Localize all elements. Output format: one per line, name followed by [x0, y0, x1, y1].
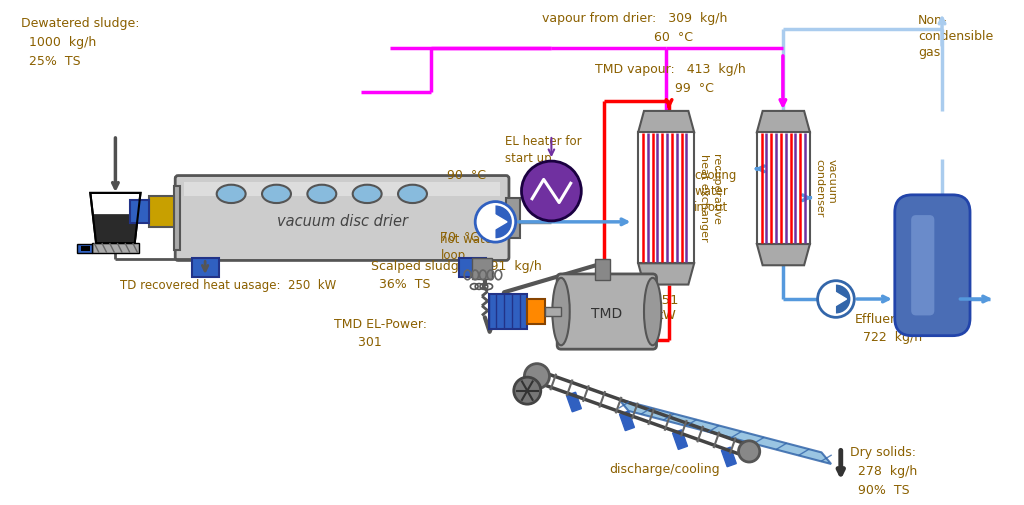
Bar: [92, 243, 138, 252]
Bar: [191, 258, 218, 277]
Ellipse shape: [217, 185, 246, 203]
Ellipse shape: [262, 185, 291, 203]
Text: Dewatered sludge:
  1000  kg/h
  25%  TS: Dewatered sludge: 1000 kg/h 25% TS: [20, 17, 139, 68]
Text: vapour from drier:   309  kg/h
                            60  °C: vapour from drier: 309 kg/h 60 °C: [542, 12, 727, 43]
Polygon shape: [92, 214, 138, 243]
FancyBboxPatch shape: [557, 274, 656, 349]
Text: Dry solids:
  278  kg/h
  90%  TS: Dry solids: 278 kg/h 90% TS: [850, 445, 918, 496]
Circle shape: [817, 281, 854, 317]
Bar: [459, 258, 485, 277]
FancyBboxPatch shape: [911, 215, 934, 316]
Text: Non-
condensible
gas: Non- condensible gas: [918, 15, 993, 60]
Text: 70  °C: 70 °C: [440, 231, 479, 244]
Text: vacuum
condenser: vacuum condenser: [815, 159, 837, 217]
Bar: [620, 411, 635, 431]
Polygon shape: [618, 399, 831, 464]
Bar: [184, 182, 501, 196]
Text: 90  °C: 90 °C: [447, 169, 486, 182]
Bar: [472, 258, 492, 279]
Text: TMD vapour:   413  kg/h
                    99  °C: TMD vapour: 413 kg/h 99 °C: [595, 63, 745, 95]
Text: cooling
water
in/out: cooling water in/out: [694, 169, 736, 214]
Bar: [566, 392, 582, 412]
Polygon shape: [490, 212, 507, 231]
Polygon shape: [757, 111, 810, 132]
Text: Effluent:
  722  kg/h: Effluent: 722 kg/h: [855, 314, 923, 344]
Bar: [527, 299, 545, 324]
Polygon shape: [638, 263, 694, 284]
Text: discharge/cooling: discharge/cooling: [609, 463, 720, 476]
Ellipse shape: [352, 185, 382, 203]
Bar: [721, 447, 736, 467]
Ellipse shape: [644, 278, 662, 345]
Text: Scalped sludge:   691  kg/h
  36%  TS: Scalped sludge: 691 kg/h 36% TS: [371, 261, 542, 291]
Bar: [488, 294, 527, 329]
Polygon shape: [757, 244, 810, 265]
Text: EL heater for
start up: EL heater for start up: [505, 135, 582, 165]
Text: hot water
loop: hot water loop: [440, 232, 498, 262]
Bar: [673, 430, 687, 449]
Circle shape: [475, 201, 516, 242]
Wedge shape: [836, 284, 850, 314]
Polygon shape: [833, 290, 847, 308]
Polygon shape: [638, 111, 694, 132]
Circle shape: [738, 441, 760, 462]
Bar: [130, 199, 150, 223]
Text: recuperative
heat exchanger: recuperative heat exchanger: [699, 154, 721, 241]
Text: vacuum disc drier: vacuum disc drier: [276, 214, 408, 229]
Polygon shape: [90, 193, 140, 243]
Text: TMD: TMD: [591, 308, 622, 322]
Circle shape: [524, 364, 550, 389]
Text: 251
kW: 251 kW: [653, 294, 679, 322]
Bar: [150, 196, 174, 227]
Bar: [81, 246, 90, 251]
Bar: [545, 307, 561, 316]
Wedge shape: [496, 206, 512, 238]
Bar: [595, 259, 610, 280]
Ellipse shape: [398, 185, 427, 203]
FancyBboxPatch shape: [895, 195, 970, 336]
Text: TMD EL-Power:
      301: TMD EL-Power: 301: [335, 318, 427, 349]
Bar: [174, 186, 180, 250]
Circle shape: [521, 161, 582, 221]
Bar: [506, 198, 519, 238]
Bar: [757, 132, 810, 244]
Ellipse shape: [307, 185, 336, 203]
Circle shape: [514, 377, 541, 404]
Ellipse shape: [552, 278, 569, 345]
FancyBboxPatch shape: [175, 176, 509, 261]
Bar: [77, 244, 92, 252]
Bar: [638, 132, 694, 263]
Text: TD recovered heat uasage:  250  kW: TD recovered heat uasage: 250 kW: [120, 279, 337, 292]
